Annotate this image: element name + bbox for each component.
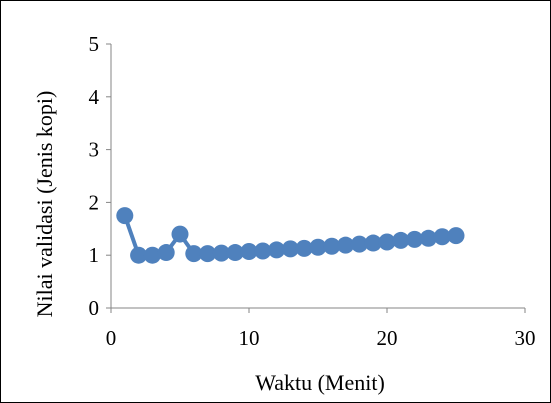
data-point: [350, 235, 368, 253]
data-point: [281, 240, 299, 258]
axes: [106, 43, 526, 313]
y-tick-label: 4: [89, 85, 100, 109]
data-point: [143, 246, 161, 264]
data-point: [240, 243, 258, 261]
data-point: [116, 207, 134, 225]
data-point: [419, 229, 437, 247]
data-point: [392, 231, 410, 249]
data-point: [433, 228, 451, 246]
y-axis-title: Nilai validasi (Jenis kopi): [32, 91, 57, 318]
y-tick-label: 2: [89, 190, 100, 214]
tick-labels: 0 1 2 3 4 5 0 10 20 30: [89, 32, 536, 350]
x-tick-label: 20: [377, 326, 398, 350]
data-point: [185, 245, 203, 263]
data-point: [226, 244, 244, 262]
y-tick-label: 3: [89, 138, 100, 162]
y-tick-label: 0: [89, 296, 100, 320]
data-point: [212, 244, 230, 262]
data-point: [447, 227, 465, 245]
data-point: [323, 237, 341, 255]
series-layer: [116, 207, 465, 264]
y-tick-label: 5: [89, 32, 100, 56]
data-point: [199, 245, 217, 263]
x-tick-label: 10: [239, 326, 260, 350]
data-point: [157, 244, 175, 262]
data-point: [337, 236, 355, 254]
x-tick-label: 0: [106, 326, 117, 350]
data-point: [364, 234, 382, 252]
data-point: [378, 233, 396, 251]
x-axis-title: Waktu (Menit): [255, 370, 385, 395]
data-point: [130, 246, 148, 264]
data-point: [254, 242, 272, 260]
data-point: [268, 241, 286, 259]
y-tick-label: 1: [89, 243, 100, 267]
data-point: [406, 230, 424, 248]
data-point: [171, 225, 189, 243]
x-tick-label: 30: [515, 326, 536, 350]
data-point: [295, 239, 313, 257]
data-point: [309, 238, 327, 256]
